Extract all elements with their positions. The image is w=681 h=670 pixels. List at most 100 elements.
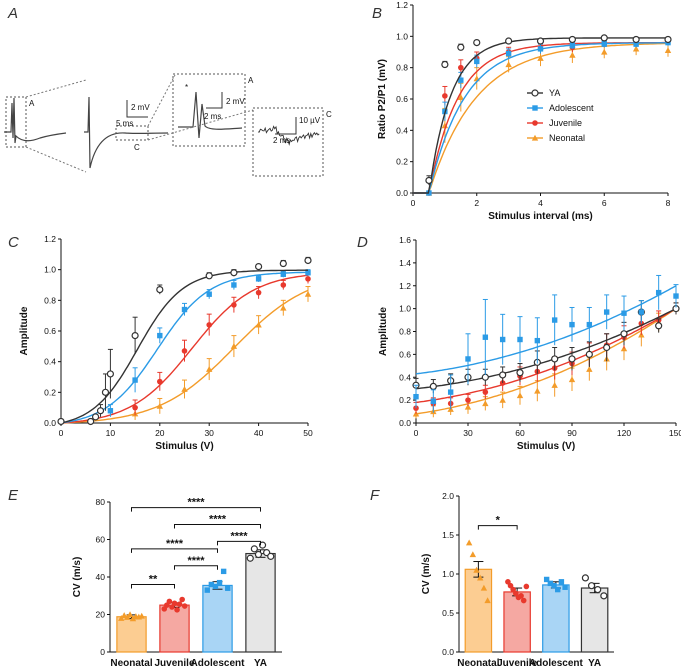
point-neonatal-6 bbox=[280, 304, 287, 311]
y-axis-label: Amplitude bbox=[19, 306, 30, 355]
y-tick-label: 0.4 bbox=[399, 372, 411, 382]
inset2-scale-bar bbox=[275, 117, 297, 135]
legend-label-neonatal: Neonatal bbox=[549, 133, 585, 143]
point-adolescent-0 bbox=[413, 393, 419, 400]
main-scale-bar bbox=[126, 100, 148, 118]
point-juvenile-7 bbox=[305, 276, 311, 282]
point-neonatal-9 bbox=[568, 376, 576, 383]
y-tick-label: 1.0 bbox=[442, 569, 454, 579]
point-juvenile-dot-2 bbox=[166, 598, 173, 605]
x-tick-label: 90 bbox=[567, 428, 577, 438]
panel-label-d: D bbox=[357, 234, 368, 251]
point-adolescent-8 bbox=[551, 317, 558, 323]
y-axis-label: Amplitude bbox=[378, 307, 389, 356]
point-neonatal-8 bbox=[551, 381, 558, 388]
point-ya-7 bbox=[600, 34, 608, 42]
point-neonatal-dot-2 bbox=[473, 566, 480, 573]
x-tick-label: 50 bbox=[303, 428, 313, 438]
point-ya-2 bbox=[91, 413, 100, 421]
significance-bracket bbox=[217, 540, 261, 546]
zoom-line-bottom bbox=[25, 146, 87, 173]
point-adolescent-dot-5 bbox=[225, 585, 231, 591]
point-ya-0 bbox=[425, 176, 433, 185]
significance-bracket bbox=[131, 507, 261, 512]
legend-label-juvenile: Juvenile bbox=[549, 118, 582, 128]
point-adolescent-8 bbox=[305, 270, 311, 276]
y-tick-label: 0.0 bbox=[442, 647, 454, 657]
point-ya-dot-3 bbox=[600, 592, 608, 600]
point-ya-14 bbox=[655, 322, 663, 330]
y-tick-label: 1.0 bbox=[396, 31, 408, 41]
point-ya-5 bbox=[106, 370, 115, 378]
point-adolescent-10 bbox=[586, 321, 593, 328]
significance-bracket bbox=[131, 584, 175, 589]
x-tick-label: 4 bbox=[538, 198, 543, 208]
point-adolescent-2 bbox=[458, 77, 464, 83]
point-adolescent-dot-1 bbox=[547, 580, 554, 587]
y-tick-label: 1.2 bbox=[396, 0, 408, 10]
significance-label: * bbox=[496, 515, 501, 527]
panel-label-e: E bbox=[8, 487, 19, 504]
point-ya-0 bbox=[57, 417, 65, 426]
point-neonatal-1 bbox=[441, 122, 449, 129]
x-tick-label: 0 bbox=[59, 428, 64, 438]
significance-label: **** bbox=[166, 538, 184, 550]
point-ya-10 bbox=[585, 350, 593, 358]
point-ya-11 bbox=[279, 259, 287, 268]
point-ya-1 bbox=[441, 60, 449, 69]
point-ya-8 bbox=[632, 35, 640, 44]
point-neonatal-dot-4 bbox=[480, 584, 488, 591]
inset1-scale-t: 2 ms bbox=[204, 112, 221, 121]
point-adolescent-3 bbox=[465, 356, 471, 362]
x-category-label: YA bbox=[588, 658, 601, 669]
point-ya-2 bbox=[457, 43, 465, 51]
x-category-label: Adolescent bbox=[191, 658, 246, 669]
inset1-mark: A bbox=[248, 76, 254, 85]
y-tick-label: 1.0 bbox=[44, 265, 56, 275]
point-adolescent-4 bbox=[505, 50, 512, 57]
x-axis-label: Stimulus (V) bbox=[517, 441, 575, 452]
point-juvenile-3 bbox=[206, 322, 212, 328]
point-ya-1 bbox=[87, 417, 95, 426]
fit-ya bbox=[60, 269, 308, 424]
point-ya-3 bbox=[96, 407, 105, 415]
fit-adolescent bbox=[415, 285, 677, 375]
point-ya-dot-3 bbox=[258, 541, 267, 549]
y-tick-label: 1.2 bbox=[399, 281, 411, 291]
point-ya-11 bbox=[603, 343, 611, 352]
point-ya-8 bbox=[551, 355, 559, 363]
y-tick-label: 0.8 bbox=[396, 63, 408, 73]
point-neonatal-9 bbox=[664, 47, 672, 54]
point-ya-12 bbox=[620, 330, 628, 338]
point-juvenile-4 bbox=[231, 302, 237, 308]
point-adolescent-14 bbox=[655, 289, 662, 296]
x-axis-label: Stimulus interval (ms) bbox=[488, 211, 592, 222]
inset2-trace bbox=[257, 125, 320, 146]
bar-ya bbox=[245, 552, 276, 653]
bar-juvenile bbox=[159, 604, 190, 653]
y-tick-label: 1.2 bbox=[44, 234, 56, 244]
zoom-box-c bbox=[115, 125, 149, 141]
point-ya-dot-2 bbox=[254, 550, 263, 559]
point-neonatal-dot-5 bbox=[484, 597, 491, 604]
y-tick-label: 40 bbox=[96, 572, 106, 582]
chart-c: 0.0 0.2 0.4 0.6 0.8 1.0 1.2 0 10 20 30 40 50 Stimulus… bbox=[19, 234, 313, 452]
point-neonatal-5 bbox=[499, 396, 506, 403]
point-adolescent-15 bbox=[673, 293, 679, 299]
point-adolescent-dot-1 bbox=[208, 581, 215, 588]
fit-ya bbox=[415, 307, 677, 390]
point-adolescent-4 bbox=[482, 334, 489, 340]
bar-adolescent bbox=[542, 584, 570, 653]
point-ya-6 bbox=[568, 35, 576, 44]
x-tick-label: 150 bbox=[669, 428, 681, 438]
point-ya-5 bbox=[499, 371, 507, 379]
point-ya-4 bbox=[481, 373, 489, 381]
point-adolescent-13 bbox=[638, 309, 645, 315]
point-ya-10 bbox=[255, 263, 263, 271]
point-neonatal-dot-7 bbox=[138, 612, 145, 619]
inset2-scale-v: 10 µV bbox=[299, 116, 321, 125]
y-axis-label: CV (m/s) bbox=[72, 557, 83, 598]
x-tick-label: 120 bbox=[617, 428, 631, 438]
point-ya-dot-0 bbox=[246, 554, 254, 562]
